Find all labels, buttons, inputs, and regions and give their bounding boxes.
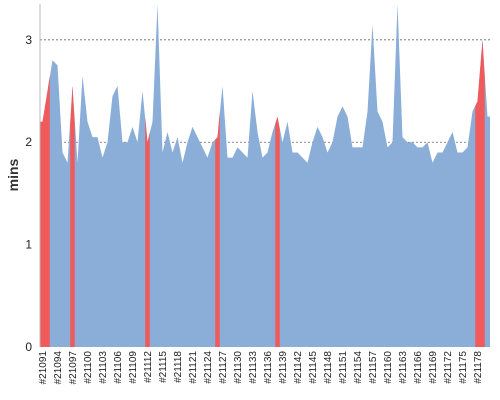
x-tick-label: #21118 xyxy=(173,351,184,383)
x-tick-label: #21175 xyxy=(458,351,469,384)
y-axis-label: mins xyxy=(5,158,21,191)
x-tick-label: #21103 xyxy=(98,351,109,384)
failed-build-area xyxy=(40,75,50,348)
x-tick-label: #21127 xyxy=(218,351,229,384)
x-tick-label: #21133 xyxy=(248,351,259,384)
x-tick-label: #21091 xyxy=(38,351,49,385)
x-tick-label: #21136 xyxy=(263,351,274,384)
y-axis-ticks: 0 1 2 3 xyxy=(25,33,32,354)
failed-build-area xyxy=(70,85,75,347)
x-tick-label: #21109 xyxy=(128,351,139,384)
failed-build-area xyxy=(475,39,485,348)
x-tick-label: #21094 xyxy=(53,351,64,385)
x-tick-label: #21169 xyxy=(428,351,439,384)
x-tick-label: #21121 xyxy=(188,351,199,384)
x-tick-label: #21151 xyxy=(338,351,349,384)
x-tick-label: #21106 xyxy=(113,351,124,384)
y-tick-label: 1 xyxy=(25,238,32,252)
x-tick-label: #21112 xyxy=(143,351,154,383)
x-tick-label: #21154 xyxy=(353,351,364,384)
x-tick-label: #21115 xyxy=(158,351,169,383)
x-tick-label: #21142 xyxy=(293,351,304,384)
duration-area xyxy=(40,4,490,347)
x-tick-label: #21139 xyxy=(278,351,289,384)
x-tick-label: #21172 xyxy=(443,351,454,384)
plot-areas xyxy=(40,4,490,348)
x-tick-label: #21157 xyxy=(368,351,379,384)
x-tick-label: #21178 xyxy=(473,351,484,384)
y-tick-label: 3 xyxy=(25,33,32,47)
x-tick-label: #21148 xyxy=(323,351,334,384)
x-tick-label: #21124 xyxy=(203,351,214,384)
x-tick-label: #21130 xyxy=(233,351,244,384)
x-tick-label: #21100 xyxy=(83,351,94,384)
x-tick-label: #21145 xyxy=(308,351,319,384)
x-axis-ticks: #21091 #21094 #21097 #21100 #21103 #21106 #211… xyxy=(38,351,484,385)
y-tick-label: 2 xyxy=(25,135,32,149)
x-tick-label: #21163 xyxy=(398,351,409,384)
y-tick-label: 0 xyxy=(25,340,32,354)
x-tick-label: #21160 xyxy=(383,351,394,384)
failed-build-area xyxy=(145,116,150,348)
x-tick-label: #21166 xyxy=(413,351,424,384)
failed-build-area xyxy=(275,116,280,347)
failed-build-area xyxy=(215,111,220,347)
x-tick-label: #21097 xyxy=(68,351,79,385)
